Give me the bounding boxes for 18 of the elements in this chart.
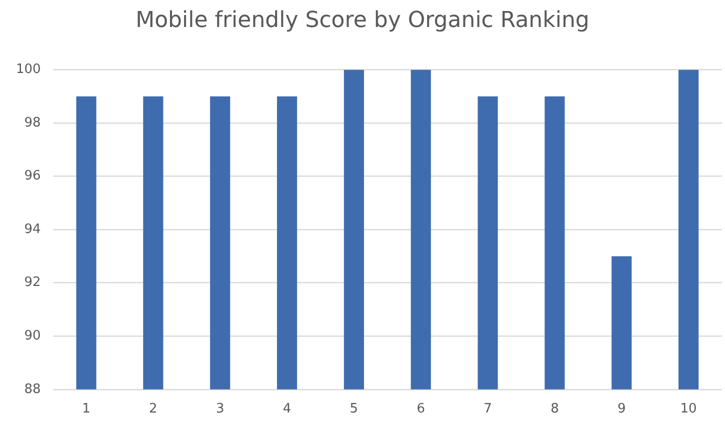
- y-tick-label: 96: [24, 168, 41, 184]
- x-tick-label: 9: [617, 402, 626, 417]
- x-tick-label: 10: [680, 402, 697, 417]
- y-tick-label: 94: [24, 222, 41, 237]
- y-tick-label: 88: [24, 382, 41, 397]
- x-tick-label: 8: [550, 402, 559, 417]
- x-tick-label: 3: [216, 402, 224, 417]
- chart-title: Mobile friendly Score by Organic Ranking: [134, 8, 590, 33]
- x-tick-label: 1: [82, 402, 90, 417]
- x-tick-label: 6: [416, 402, 426, 417]
- x-tick-label: 7: [484, 402, 492, 417]
- y-tick-label: 98: [24, 115, 41, 130]
- y-tick-label: 100: [16, 62, 41, 78]
- x-tick-label: 4: [282, 402, 292, 417]
- x-tick-label: 5: [350, 402, 358, 417]
- x-tick-label: 2: [149, 402, 158, 417]
- y-tick-label: 90: [24, 328, 41, 344]
- y-tick-label: 92: [24, 275, 41, 290]
